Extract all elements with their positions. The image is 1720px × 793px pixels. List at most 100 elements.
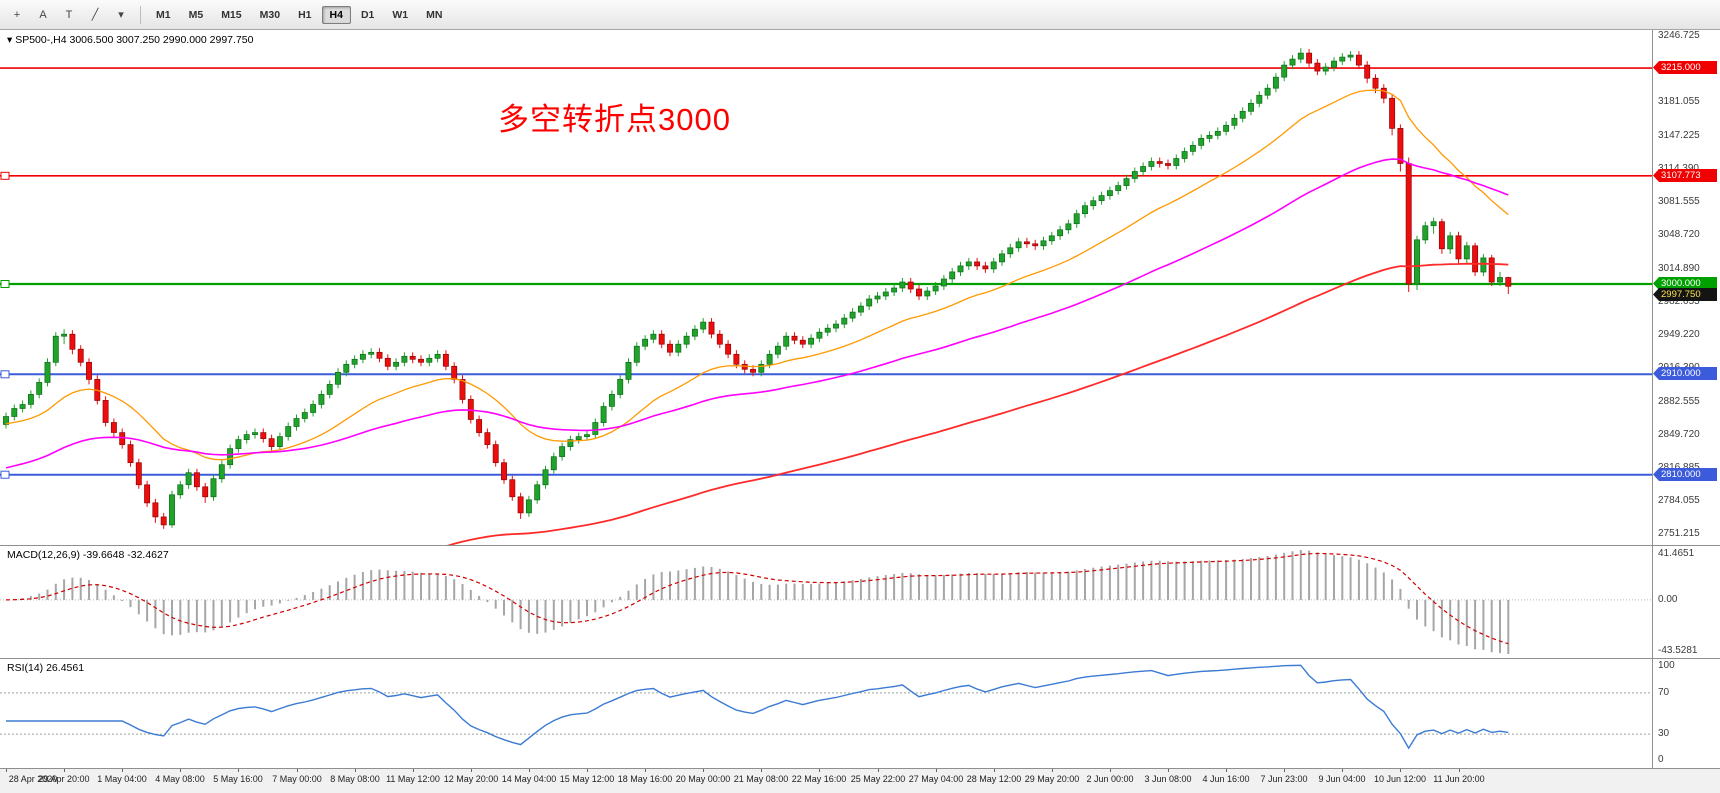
main-price-chart[interactable]: [0, 30, 1652, 545]
time-axis-label: 5 May 16:00: [213, 774, 263, 784]
crosshair-icon[interactable]: +: [13, 8, 21, 21]
price-scale: 41.4651 0.00 -43.5281 100 70 30 0 3246.7…: [1653, 30, 1720, 769]
text-tool-icon[interactable]: A: [39, 8, 47, 21]
price-tag: 3215.000: [1653, 61, 1717, 74]
time-axis-tick: [1052, 769, 1053, 772]
price-scale-label: 3147.225: [1658, 130, 1700, 141]
time-axis-tick: [1284, 769, 1285, 772]
toolbar: + A T ╱ ▾ M1 M5 M15 M30 H1 H4 D1 W1 MN: [0, 0, 1720, 30]
time-axis-tick: [936, 769, 937, 772]
timeframe-m15[interactable]: M15: [221, 8, 242, 21]
timeframe-h4[interactable]: H4: [321, 5, 351, 24]
time-axis: 28 Apr 2020 29 Apr 20:00 1 May 04:00 4 May …: [0, 769, 1720, 793]
time-axis-label: 14 May 04:00: [501, 774, 557, 784]
timeframe-mn[interactable]: MN: [426, 8, 443, 21]
label-tool-icon[interactable]: T: [65, 8, 73, 21]
macd-label: MACD(12,26,9) -39.6648 -32.4627: [7, 549, 169, 561]
time-axis-tick: [1226, 769, 1227, 772]
rsi-scale-0: 0: [1658, 754, 1664, 765]
time-axis-label: 27 May 04:00: [908, 774, 964, 784]
symbol-dropdown-icon[interactable]: ▾: [7, 34, 13, 46]
trendline-tool-icon[interactable]: ╱: [91, 9, 99, 21]
time-axis-label: 10 Jun 12:00: [1373, 774, 1427, 784]
time-axis-label: 3 Jun 08:00: [1144, 774, 1192, 784]
price-scale-label: 2949.220: [1658, 329, 1700, 340]
timeframe-h1[interactable]: H1: [298, 8, 312, 21]
price-scale-label: 2849.720: [1658, 429, 1700, 440]
quote-ohlc: 3006.500 3007.250 2990.000 2997.750: [69, 34, 254, 46]
time-axis-label: 9 Jun 04:00: [1318, 774, 1366, 784]
price-scale-label: 3081.555: [1658, 196, 1700, 207]
time-axis-label: 29 May 20:00: [1024, 774, 1080, 784]
macd-scale-zero: 0.00: [1658, 594, 1678, 605]
time-axis-label: 20 May 00:00: [675, 774, 731, 784]
price-tag: 3000.000: [1653, 277, 1717, 290]
price-scale-label: 2816.885: [1658, 462, 1700, 473]
time-axis-label: 4 May 08:00: [155, 774, 205, 784]
time-axis-tick: [1168, 769, 1169, 772]
time-axis-tick: [1400, 769, 1401, 772]
time-axis-tick: [587, 769, 588, 772]
price-tag: 2810.000: [1653, 468, 1717, 481]
time-axis-tick: [761, 769, 762, 772]
rsi-scale-100: 100: [1658, 660, 1675, 671]
time-axis-label: 18 May 16:00: [617, 774, 673, 784]
timeframe-m1[interactable]: M1: [156, 8, 171, 21]
macd-scale-low: -43.5281: [1658, 645, 1698, 656]
time-axis-tick: [355, 769, 356, 772]
rsi-label: RSI(14) 26.4561: [7, 662, 85, 674]
time-axis-label: 7 Jun 23:00: [1260, 774, 1308, 784]
time-axis-label: 8 May 08:00: [330, 774, 380, 784]
time-axis-tick: [471, 769, 472, 772]
price-tag: 2997.750: [1653, 288, 1717, 301]
timeframe-w1[interactable]: W1: [392, 8, 409, 21]
time-axis-label: 28 May 12:00: [966, 774, 1022, 784]
time-axis-tick: [238, 769, 239, 772]
timeframe-m30[interactable]: M30: [259, 8, 281, 21]
time-axis-tick: [297, 769, 298, 772]
time-axis-label: 29 Apr 20:00: [38, 774, 90, 784]
time-axis-label: 21 May 08:00: [733, 774, 789, 784]
time-axis-label: 25 May 22:00: [850, 774, 906, 784]
time-axis-tick: [6, 769, 7, 772]
price-scale-label: 3114.390: [1658, 163, 1699, 174]
time-axis-label: 4 Jun 16:00: [1202, 774, 1250, 784]
tool-icons: + A T ╱ ▾: [4, 4, 134, 26]
timeframe-d1[interactable]: D1: [360, 8, 375, 21]
time-axis-tick: [703, 769, 704, 772]
time-axis-tick: [994, 769, 995, 772]
panel-splitter-rsi[interactable]: [0, 658, 1720, 659]
price-scale-label: 3048.720: [1658, 229, 1700, 240]
price-scale-label: 2784.055: [1658, 495, 1700, 506]
price-scale-label: 3014.890: [1658, 263, 1700, 274]
time-axis-tick: [645, 769, 646, 772]
price-scale-label: 3246.725: [1658, 30, 1700, 41]
time-axis-border: [0, 768, 1720, 769]
time-axis-tick: [64, 769, 65, 772]
time-axis-tick: [1459, 769, 1460, 772]
rsi-scale-70: 70: [1658, 687, 1670, 698]
time-axis-label: 22 May 16:00: [791, 774, 847, 784]
price-scale-label: 2982.055: [1658, 296, 1700, 307]
timeframe-m5[interactable]: M5: [188, 8, 204, 21]
time-axis-tick: [180, 769, 181, 772]
price-scale-label: 2882.555: [1658, 396, 1700, 407]
time-axis-label: 1 May 04:00: [97, 774, 147, 784]
quote-line[interactable]: ▾ SP500-,H4 3006.500 3007.250 2990.000 2…: [7, 34, 253, 46]
macd-indicator-panel[interactable]: [0, 546, 1652, 658]
time-axis-tick: [878, 769, 879, 772]
time-axis-tick: [122, 769, 123, 772]
time-axis-label: 7 May 00:00: [272, 774, 322, 784]
rsi-indicator-panel[interactable]: [0, 659, 1652, 768]
time-axis-tick: [413, 769, 414, 772]
rsi-scale-30: 30: [1658, 728, 1670, 739]
time-axis-label: 12 May 20:00: [443, 774, 499, 784]
time-axis-label: 15 May 12:00: [559, 774, 615, 784]
time-axis-tick: [819, 769, 820, 772]
chart-annotation: 多空转折点3000: [498, 102, 731, 137]
time-axis-tick: [1110, 769, 1111, 772]
indicators-dropdown-icon[interactable]: ▾: [118, 9, 124, 21]
panel-splitter-macd[interactable]: [0, 545, 1720, 546]
time-axis-tick: [1342, 769, 1343, 772]
